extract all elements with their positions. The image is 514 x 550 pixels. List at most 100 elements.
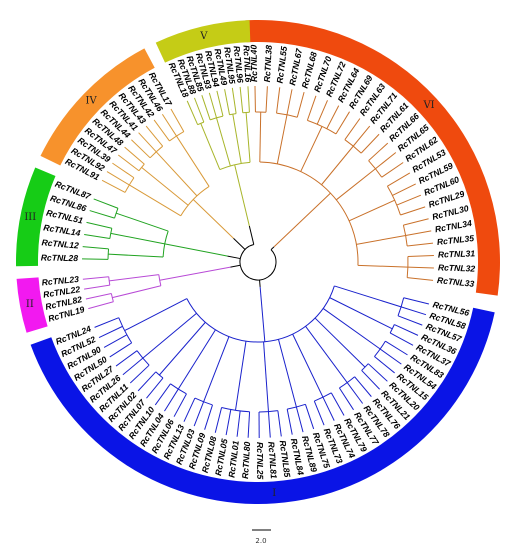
group-stem: [335, 168, 376, 201]
tip-branch: [216, 90, 224, 117]
tip-branch: [400, 306, 427, 316]
group-stem: [124, 298, 188, 332]
tip-branch: [360, 133, 380, 154]
tip-branch: [236, 410, 241, 437]
tip-branch: [295, 406, 304, 433]
tip-branch: [122, 357, 144, 376]
clade-stem: [259, 286, 266, 342]
clade-label-II: II: [26, 299, 34, 310]
clade-ring-II: [16, 277, 48, 333]
tip-branch: [153, 119, 170, 142]
group-arc: [259, 410, 278, 413]
tip-branch: [89, 210, 115, 219]
group-arc: [109, 228, 113, 239]
tip-branch: [161, 113, 177, 137]
group-arc: [118, 317, 133, 344]
leaf-label: RcTNL80: [240, 441, 252, 479]
tip-branch: [98, 325, 123, 338]
group-stem: [108, 253, 164, 258]
root-branch: [230, 264, 241, 268]
group-stem: [142, 312, 197, 359]
tip-branch: [193, 401, 205, 427]
tip-branch: [117, 154, 140, 172]
group-stem: [245, 112, 251, 163]
root-branch: [259, 279, 261, 287]
tip-branch: [306, 95, 317, 121]
scale-bar: 2.0: [252, 529, 271, 545]
leaf-label: RcTNL12: [41, 237, 79, 250]
tip-branch: [286, 409, 293, 435]
root-arc: [239, 244, 277, 281]
leaf-label: RcTNL85: [278, 440, 293, 478]
clade-label-III: III: [24, 212, 36, 223]
root-branch: [270, 246, 275, 250]
tip-branch: [145, 125, 164, 147]
group-stem: [155, 151, 198, 197]
group-stem: [329, 297, 393, 330]
group-stem: [200, 123, 221, 170]
group-stem: [176, 135, 210, 187]
group-stem: [334, 285, 402, 308]
leaf-label: RcTNL35: [436, 233, 474, 247]
leaf-label: RcTNL31: [438, 248, 476, 259]
tip-branch: [201, 95, 211, 121]
leaf-label: RcTNL38: [262, 45, 274, 83]
group-stem: [110, 232, 165, 245]
clade-arc: [219, 161, 251, 171]
clade-stem: [164, 243, 228, 257]
leaf-label: RcTNL40: [249, 44, 260, 82]
tip-branch: [296, 92, 305, 118]
leaf-label: RcTNL28: [41, 252, 79, 263]
tip-branch: [394, 324, 419, 336]
leaf-label: RcTNL23: [41, 274, 79, 288]
tip-branch: [374, 356, 395, 374]
leaf-label: RcTNL14: [43, 222, 82, 238]
tip-branch: [84, 233, 110, 240]
tip-branch: [277, 410, 282, 437]
tip-branch: [225, 409, 232, 436]
group-arc: [138, 163, 145, 172]
group-stem: [158, 321, 206, 376]
clade-arc: [180, 186, 210, 217]
tip-branch: [82, 246, 109, 250]
tip-branch: [124, 146, 145, 165]
tip-branch: [247, 86, 250, 113]
clade-label-I: I: [272, 488, 276, 499]
leaf-label: RcTNL01: [226, 440, 240, 478]
root-branch: [233, 238, 246, 250]
tip-branch: [265, 86, 268, 113]
leaf-label: RcTNL32: [438, 262, 476, 273]
tip-branch: [407, 266, 434, 269]
tip-branch: [403, 218, 429, 226]
tip-branch: [403, 297, 430, 305]
leaf-label: RcTNL96: [232, 45, 246, 83]
leaf-label: RcTNL55: [275, 45, 290, 83]
tip-branch: [146, 377, 164, 399]
clade-ring-V: [155, 20, 251, 63]
tip-branch: [352, 125, 371, 147]
leaf-label: RcTNL34: [434, 218, 473, 234]
tip-branch: [193, 97, 205, 123]
leaf-labels: RcTNL40 RcTNL38 RcTNL55RcTNL67RcTNL68RcTNL…: [41, 44, 476, 479]
tip-branch: [326, 105, 340, 129]
tip-branch: [154, 383, 171, 406]
tip-branch: [94, 317, 119, 328]
clade-stem: [159, 266, 231, 281]
tip-branch: [330, 392, 345, 416]
group-arc: [170, 383, 187, 395]
group-stem: [203, 336, 230, 402]
tip-branch: [392, 183, 416, 196]
group-arc: [344, 139, 362, 154]
group-arc: [197, 121, 205, 126]
tip-branch: [367, 363, 388, 382]
group-arc: [209, 115, 224, 121]
tip-branch: [361, 370, 380, 390]
clade-stem: [234, 164, 250, 227]
group-stem: [234, 341, 247, 411]
group-stem: [348, 199, 395, 222]
tip-branch: [208, 92, 217, 118]
tip-branch: [85, 293, 112, 300]
leaf-label: RcTNL16: [241, 45, 253, 83]
tip-branch: [267, 411, 271, 438]
tip-branch: [316, 100, 328, 125]
